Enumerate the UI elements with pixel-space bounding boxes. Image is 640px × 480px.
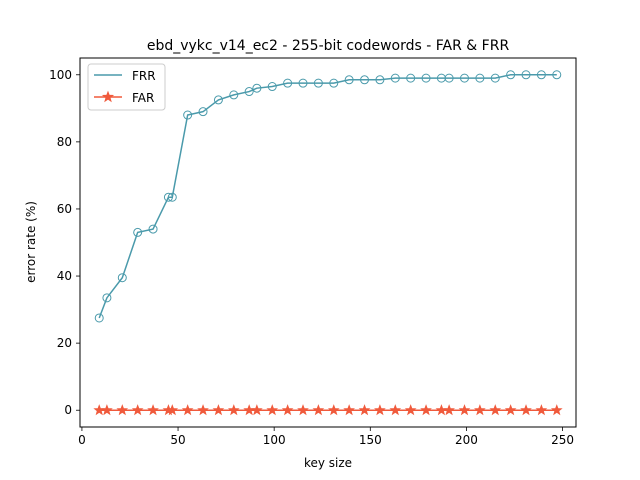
- data-point-far: [181, 404, 194, 416]
- data-point-far: [101, 404, 113, 416]
- y-tick-label: 80: [57, 135, 72, 149]
- data-point-far: [327, 404, 340, 416]
- data-point-far: [474, 404, 486, 416]
- data-point-frr: [552, 70, 562, 80]
- data-point-frr: [506, 70, 516, 80]
- axes-frame: [79, 57, 577, 428]
- data-point-frr: [459, 73, 469, 83]
- data-point-frr: [298, 78, 308, 88]
- data-point-frr: [213, 95, 223, 105]
- y-tick-label: 40: [57, 269, 72, 283]
- data-point-far: [343, 404, 355, 416]
- data-point-frr: [444, 73, 454, 83]
- chart-title: ebd_vykc_v14_ec2 - 255-bit codewords - F…: [147, 38, 510, 54]
- data-point-far: [297, 404, 309, 416]
- data-point-frr: [183, 110, 193, 120]
- data-point-far: [212, 404, 225, 416]
- data-point-far: [227, 404, 240, 416]
- data-point-far: [420, 404, 432, 416]
- data-point-far: [166, 404, 179, 416]
- data-point-frr: [198, 107, 208, 117]
- data-point-far: [520, 404, 532, 416]
- data-point-far: [443, 404, 455, 416]
- x-tick-label: 0: [78, 433, 86, 447]
- x-tick-label: 100: [263, 433, 286, 447]
- data-point-frr: [163, 192, 173, 202]
- x-tick-label: 150: [359, 433, 382, 447]
- x-tick-label: 250: [551, 433, 574, 447]
- data-point-frr: [244, 87, 254, 97]
- legend-marker-far: [101, 90, 115, 103]
- x-axis-label: key size: [304, 456, 352, 470]
- data-point-frr: [148, 224, 158, 234]
- data-point-frr: [521, 70, 531, 80]
- data-point-far: [535, 404, 548, 416]
- data-point-frr: [267, 82, 277, 92]
- data-point-far: [374, 404, 386, 416]
- data-point-frr: [390, 73, 400, 83]
- legend: FRR FAR: [87, 63, 166, 111]
- data-point-far: [312, 404, 325, 416]
- data-point-frr: [313, 78, 323, 88]
- data-point-frr: [360, 75, 370, 85]
- data-point-far: [281, 404, 294, 416]
- data-point-frr: [375, 75, 385, 85]
- data-point-frr: [406, 73, 416, 83]
- data-point-frr: [167, 192, 177, 202]
- data-point-far: [251, 404, 263, 416]
- data-point-frr: [475, 73, 485, 83]
- data-point-frr: [283, 78, 293, 88]
- plot-area: [93, 70, 563, 416]
- data-point-far: [458, 404, 471, 416]
- data-point-far: [358, 404, 371, 416]
- data-point-far: [147, 404, 159, 416]
- data-point-far: [389, 404, 402, 416]
- y-axis-label: error rate (%): [24, 201, 38, 283]
- y-tick-label: 20: [57, 336, 72, 350]
- data-point-frr: [229, 90, 239, 100]
- data-point-frr: [329, 78, 339, 88]
- data-point-far: [116, 404, 129, 416]
- y-tick-label: 100: [49, 68, 72, 82]
- data-point-frr: [252, 83, 262, 93]
- data-point-frr: [536, 70, 546, 80]
- data-point-frr: [117, 273, 127, 283]
- data-point-frr: [344, 75, 354, 85]
- x-tick-label: 50: [170, 433, 185, 447]
- y-tick-label: 0: [64, 403, 72, 417]
- y-tick-label: 60: [57, 202, 72, 216]
- data-point-far: [550, 404, 563, 416]
- data-point-far: [489, 404, 502, 416]
- legend-label-far: FAR: [132, 91, 154, 105]
- data-point-frr: [102, 293, 112, 303]
- data-point-frr: [94, 313, 104, 323]
- series-line-frr: [98, 74, 557, 319]
- data-point-far: [504, 404, 517, 416]
- x-tick-label: 200: [455, 433, 478, 447]
- data-point-far: [197, 404, 209, 416]
- data-point-far: [404, 404, 417, 416]
- data-point-frr: [133, 227, 143, 237]
- data-point-frr: [490, 73, 500, 83]
- data-point-far: [131, 404, 144, 416]
- data-point-far: [266, 404, 279, 416]
- data-point-frr: [421, 73, 431, 83]
- axis-ticks: 0 50 100 150 200 250 0 20 40 60 80 100: [49, 68, 574, 447]
- legend-label-frr: FRR: [132, 69, 156, 83]
